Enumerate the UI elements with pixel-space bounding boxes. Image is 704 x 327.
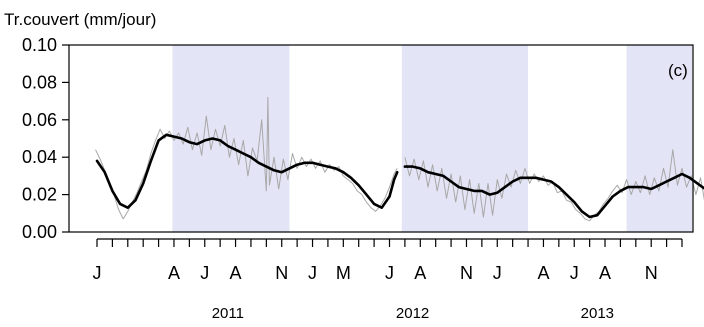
chart-title: Tr.couvert (mm/jour) [4,10,156,29]
y-tick-label: 0.08 [22,72,57,92]
x-tick-label: M [336,263,351,283]
x-tick-label: N [275,263,288,283]
x-tick-label: N [645,263,658,283]
year-labels: 2011 2012 2013 [212,305,614,322]
x-tick-label: A [168,263,180,283]
x-tick-label: J [93,263,102,283]
smoothed-series-line [403,165,704,219]
year-label: 2013 [581,305,614,322]
x-tick-label: A [537,263,549,283]
x-tick-label: A [414,263,426,283]
smoothed-series [95,133,704,219]
shaded-periods [172,45,692,232]
x-tick-label: A [230,263,242,283]
y-tick-label: 0.06 [22,110,57,130]
x-tick-label: J [570,263,579,283]
x-tick-label: J [200,263,209,283]
daily-series [95,96,704,222]
shaded-period [401,45,529,232]
y-tick-label: 0.00 [22,222,57,242]
plot-frame [68,44,694,233]
panel-label: (c) [668,61,688,80]
year-label: 2012 [396,305,429,322]
x-tick-label: J [385,263,394,283]
x-tick-label: N [460,263,473,283]
y-tick-label: 0.02 [22,185,57,205]
daily-series-line [404,149,704,222]
smoothed-series-line [95,133,399,209]
y-tick-label: 0.04 [22,147,57,167]
x-tick-label: A [599,263,611,283]
daily-series-line [95,96,398,220]
y-tick-label: 0.10 [22,35,57,55]
shaded-period [172,45,290,232]
shaded-period [626,45,692,232]
x-tick-label: J [308,263,317,283]
x-tick-label: J [493,263,502,283]
y-axis: 0.00 0.02 0.04 0.06 0.08 0.10 [22,35,69,242]
year-label: 2011 [212,305,244,322]
